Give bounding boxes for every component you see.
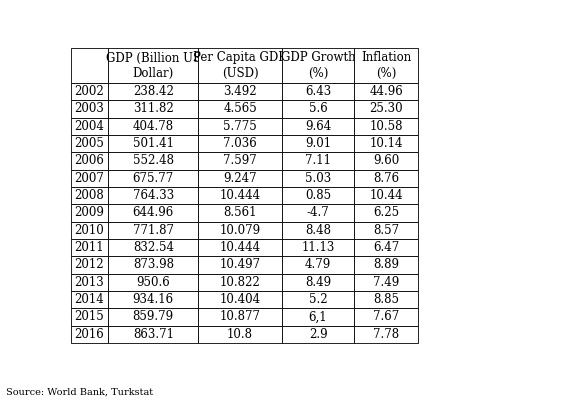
Text: Source: World Bank, Turkstat: Source: World Bank, Turkstat <box>6 388 153 397</box>
